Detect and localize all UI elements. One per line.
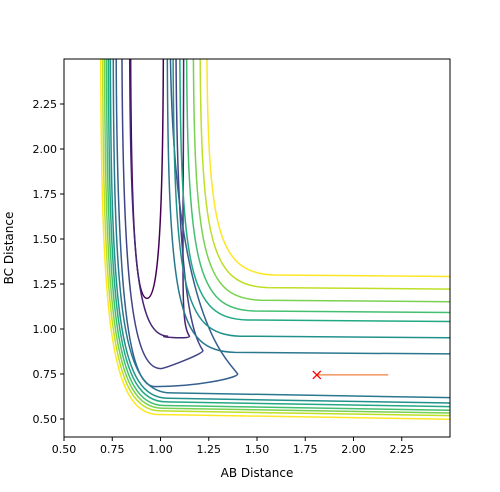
y-tick-label: 1.75 xyxy=(33,188,58,201)
contour-level-7 xyxy=(105,59,450,412)
y-axis-label: BC Distance xyxy=(2,212,16,285)
y-tick-label: 0.50 xyxy=(33,413,58,426)
contour-level-2 xyxy=(121,59,204,370)
x-tick-label: 0.75 xyxy=(100,443,125,456)
x-tick-label: 1.00 xyxy=(148,443,173,456)
contour-level-8 xyxy=(103,59,450,414)
contour-level-4 xyxy=(112,59,450,399)
contour-lines xyxy=(99,59,450,421)
x-tick-label: 2.25 xyxy=(390,443,415,456)
x-tick-label: 1.25 xyxy=(197,443,222,456)
x-tick-label: 1.75 xyxy=(293,443,318,456)
y-tick-label: 1.00 xyxy=(33,323,58,336)
x-tick-label: 1.50 xyxy=(245,443,270,456)
x-axis-ticks: 0.50 0.75 1.00 1.25 1.50 1.75 2.00 2.25 xyxy=(52,437,414,456)
contour-level-9 xyxy=(101,59,450,417)
contour-level-3 xyxy=(115,59,239,388)
y-tick-label: 0.75 xyxy=(33,368,58,381)
trajectory-start-marker xyxy=(312,370,322,380)
trajectory xyxy=(312,370,389,380)
x-tick-label: 0.50 xyxy=(52,443,77,456)
x-tick-label: 2.00 xyxy=(341,443,366,456)
y-tick-label: 1.50 xyxy=(33,233,58,246)
y-tick-label: 1.25 xyxy=(33,278,58,291)
contour-level-5 xyxy=(109,59,450,404)
y-tick-label: 2.00 xyxy=(33,143,58,156)
contour-level-10 xyxy=(99,59,450,421)
y-axis-ticks: 0.50 0.75 1.00 1.25 1.50 1.75 2.00 2.25 xyxy=(33,98,64,426)
y-tick-label: 2.25 xyxy=(33,98,58,111)
x-axis-label: AB Distance xyxy=(221,466,294,480)
contour-level-6 xyxy=(107,59,450,408)
